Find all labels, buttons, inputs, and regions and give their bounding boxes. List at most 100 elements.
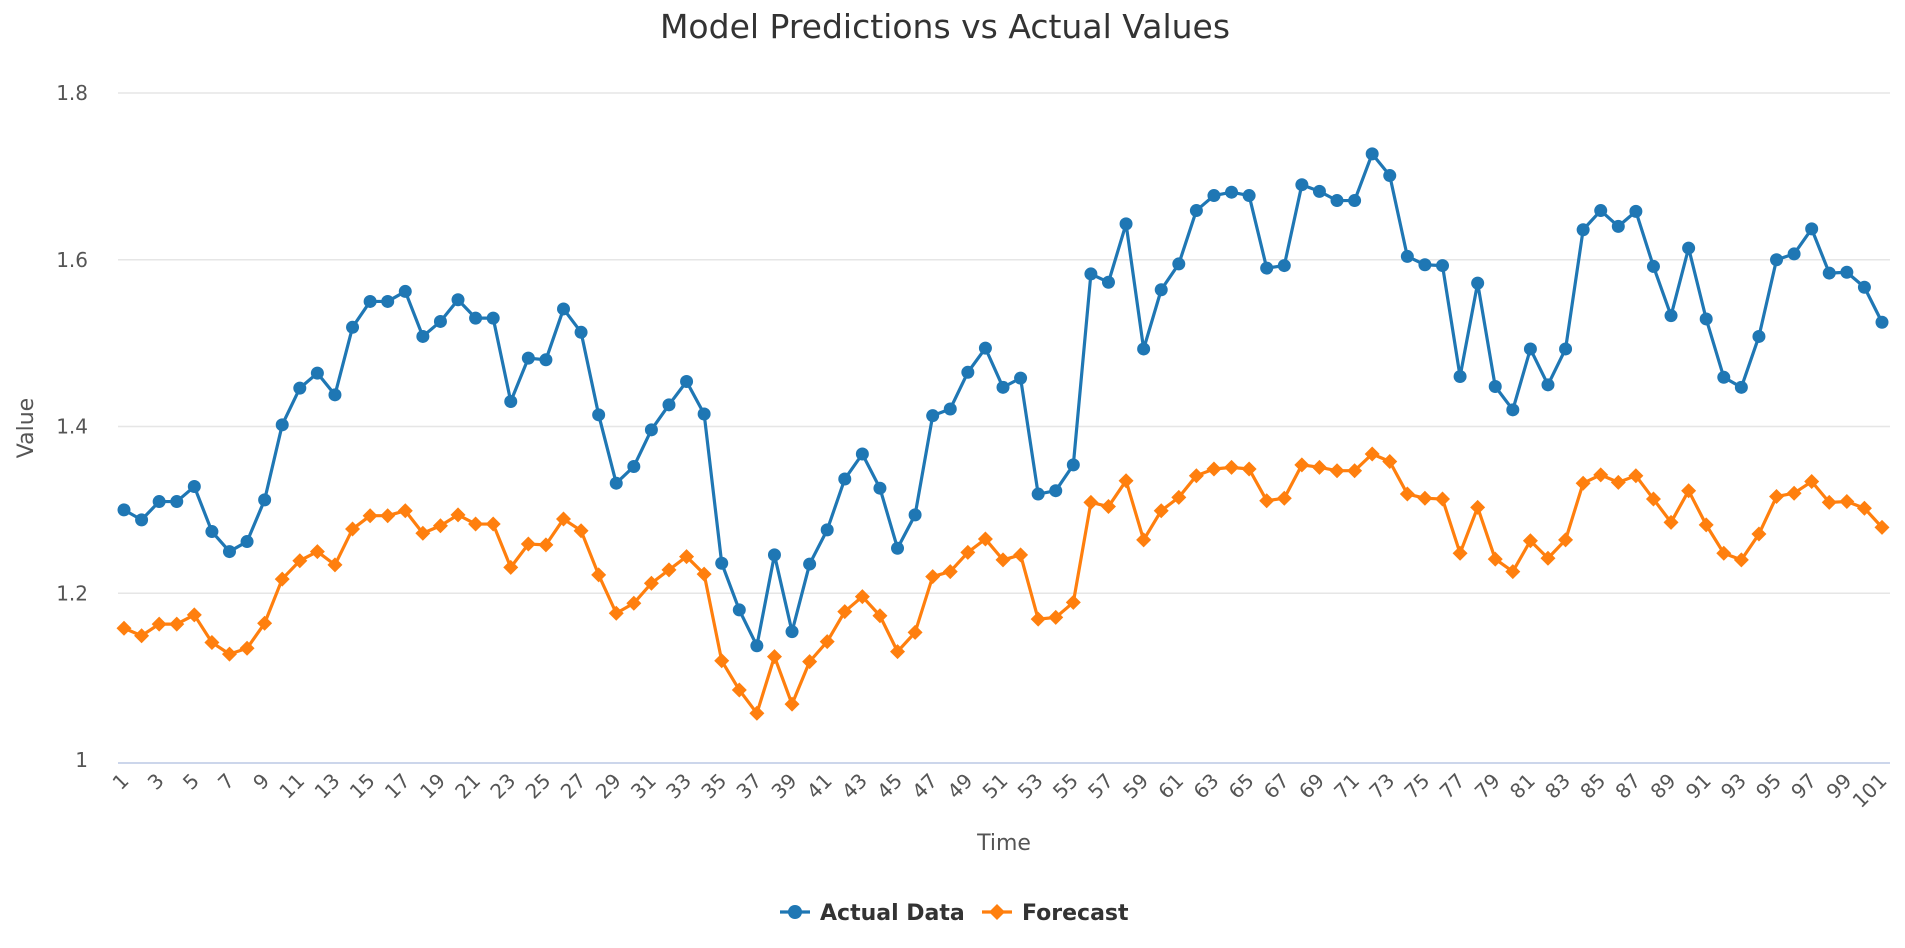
data-point bbox=[1540, 550, 1556, 566]
legend-label: Actual Data bbox=[820, 901, 965, 926]
data-point bbox=[1506, 403, 1520, 417]
data-point bbox=[943, 402, 957, 416]
data-point bbox=[504, 394, 518, 408]
data-point bbox=[1013, 547, 1029, 563]
data-point bbox=[485, 516, 501, 532]
series-layer bbox=[116, 147, 1890, 721]
data-point bbox=[1629, 204, 1643, 218]
data-point bbox=[1716, 545, 1732, 561]
x-tick-label: 21 bbox=[450, 769, 485, 804]
data-point bbox=[345, 521, 361, 537]
x-tick-label: 19 bbox=[415, 769, 450, 804]
data-point bbox=[837, 604, 853, 620]
data-point bbox=[854, 589, 870, 605]
data-point bbox=[819, 634, 835, 650]
data-point bbox=[1559, 342, 1573, 356]
data-point bbox=[697, 407, 711, 421]
data-point bbox=[1364, 446, 1380, 462]
data-point bbox=[1717, 370, 1731, 384]
data-point bbox=[960, 544, 976, 560]
data-point bbox=[1383, 169, 1397, 183]
data-point bbox=[926, 409, 940, 423]
data-point bbox=[1787, 247, 1801, 261]
data-point bbox=[908, 508, 922, 522]
data-point bbox=[1171, 489, 1187, 505]
data-point bbox=[503, 559, 519, 575]
legend-item-actual-data[interactable]: Actual Data bbox=[780, 901, 965, 926]
data-point bbox=[205, 525, 219, 539]
data-point bbox=[1857, 280, 1871, 294]
data-point bbox=[731, 682, 747, 698]
data-point bbox=[362, 508, 378, 524]
data-point bbox=[1505, 564, 1521, 580]
data-point bbox=[891, 541, 905, 555]
data-point bbox=[1189, 204, 1203, 218]
x-tick-label: 79 bbox=[1470, 769, 1505, 804]
legend-marker bbox=[788, 905, 802, 919]
data-point bbox=[1470, 499, 1486, 515]
data-point bbox=[1329, 463, 1345, 479]
x-tick-label: 57 bbox=[1083, 769, 1118, 804]
data-point bbox=[942, 564, 958, 580]
data-point bbox=[186, 607, 202, 623]
data-point bbox=[1488, 379, 1502, 393]
x-tick-label: 87 bbox=[1610, 769, 1645, 804]
data-point bbox=[1260, 261, 1274, 275]
x-tick-label: 27 bbox=[556, 769, 591, 804]
data-point bbox=[1804, 474, 1820, 490]
data-point bbox=[1311, 459, 1327, 475]
data-point bbox=[1100, 499, 1116, 515]
y-axis-title: Value bbox=[14, 398, 39, 458]
data-point bbox=[1330, 194, 1344, 208]
data-point bbox=[432, 518, 448, 534]
chart-title: Model Predictions vs Actual Values bbox=[660, 7, 1230, 46]
legend-item-forecast[interactable]: Forecast bbox=[982, 901, 1129, 926]
x-tick-label: 7 bbox=[213, 769, 239, 795]
x-tick-label: 53 bbox=[1013, 769, 1048, 804]
x-tick-label: 71 bbox=[1329, 769, 1364, 804]
data-point bbox=[239, 640, 255, 656]
x-tick-label: 15 bbox=[345, 769, 380, 804]
data-point bbox=[520, 536, 536, 552]
data-point bbox=[1048, 609, 1064, 625]
data-point bbox=[468, 516, 484, 532]
x-axis-title: Time bbox=[976, 831, 1031, 856]
data-point bbox=[1541, 378, 1555, 392]
data-point bbox=[1242, 189, 1256, 203]
x-tick-label: 5 bbox=[178, 769, 204, 795]
x-tick-label: 47 bbox=[907, 769, 942, 804]
x-tick-label: 31 bbox=[626, 769, 661, 804]
x-tick-label: 41 bbox=[802, 769, 837, 804]
data-point bbox=[292, 553, 308, 569]
data-point bbox=[1575, 475, 1591, 491]
data-point bbox=[293, 381, 307, 395]
legend-marker bbox=[989, 904, 1005, 920]
data-point bbox=[204, 634, 220, 650]
data-point bbox=[1682, 241, 1696, 255]
data-point bbox=[1699, 312, 1713, 326]
data-point bbox=[1471, 276, 1485, 290]
data-point bbox=[310, 366, 324, 380]
data-point bbox=[1646, 259, 1660, 273]
data-point bbox=[1188, 468, 1204, 484]
data-point bbox=[592, 408, 606, 422]
x-tick-label: 29 bbox=[591, 769, 626, 804]
data-point bbox=[1399, 486, 1415, 502]
data-point bbox=[1664, 309, 1678, 323]
x-tick-label: 65 bbox=[1224, 769, 1259, 804]
data-point bbox=[1030, 611, 1046, 627]
data-point bbox=[1224, 459, 1240, 475]
data-point bbox=[415, 525, 431, 541]
data-point bbox=[802, 654, 818, 670]
data-point bbox=[907, 624, 923, 640]
data-point bbox=[1066, 458, 1080, 472]
data-point bbox=[644, 423, 658, 437]
data-point bbox=[749, 705, 765, 721]
data-point bbox=[1065, 594, 1081, 610]
data-point bbox=[1523, 342, 1537, 356]
data-point bbox=[803, 557, 817, 571]
data-point bbox=[767, 548, 781, 562]
data-point bbox=[1874, 519, 1890, 535]
x-tick-label: 43 bbox=[837, 769, 872, 804]
